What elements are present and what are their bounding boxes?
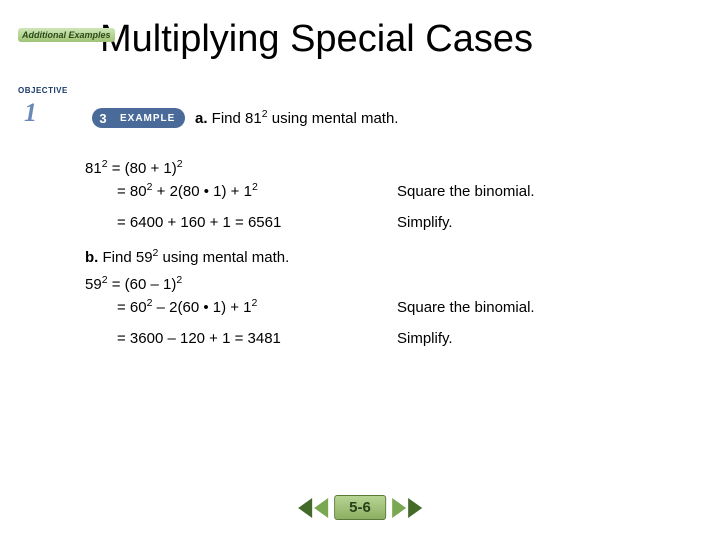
part-a-equation: 812 = (80 + 1)2 [85,160,680,177]
eq-rhs: = (80 + 1) [108,160,177,177]
part-a-step1: = 802 + 2(80 • 1) + 12 Square the binomi… [85,183,680,200]
part-b-step1-expr: = 602 – 2(60 • 1) + 12 [117,299,397,316]
example-pill: 3 EXAMPLE [92,108,185,128]
content-body: 812 = (80 + 1)2 = 802 + 2(80 • 1) + 12 S… [85,160,680,361]
part-b-equation: 592 = (60 – 1)2 [85,276,680,293]
eq-lhs-base: 81 [85,160,102,177]
part-b-step2-reason: Simplify. [397,330,680,347]
part-a-text-after: using mental math. [268,110,399,127]
part-a-prefix: a. [195,110,208,127]
sb1e2: 2 [252,297,258,309]
sb1a: = 60 [117,299,147,316]
eq-rhs-exp: 2 [177,158,183,170]
part-b-step2: = 3600 – 120 + 1 = 3481 Simplify. [85,330,680,347]
sb1b: – 2(60 • 1) + 1 [152,299,251,316]
part-a-step2-expr: = 6400 + 160 + 1 = 6561 [117,214,397,231]
part-b-text-before: Find 59 [98,249,152,266]
objective-block: OBJECTIVE 1 [18,80,68,128]
s1e2: 2 [252,181,258,193]
nav-next-icon[interactable] [392,498,406,518]
nav-prev-icon[interactable] [314,498,328,518]
part-b-prompt: b. Find 592 using mental math. [85,249,680,266]
eqb-lhs-base: 59 [85,276,102,293]
part-a-step2: = 6400 + 160 + 1 = 6561 Simplify. [85,214,680,231]
nav-page-label: 5-6 [334,495,386,520]
header-badges: Additional Examples [18,28,115,42]
nav-last-icon[interactable] [408,498,422,518]
part-b-step1-reason: Square the binomial. [397,299,680,316]
part-b-prefix: b. [85,249,98,266]
part-a-prompt: a. Find 812 using mental math. [195,110,398,127]
part-a-step2-reason: Simplify. [397,214,680,231]
part-b-step1: = 602 – 2(60 • 1) + 12 Square the binomi… [85,299,680,316]
example-label: EXAMPLE [114,108,185,128]
part-a-step1-expr: = 802 + 2(80 • 1) + 12 [117,183,397,200]
eqb-rhs-exp: 2 [176,274,182,286]
additional-examples-badge: Additional Examples [18,28,115,42]
part-b-text-after: using mental math. [158,249,289,266]
objective-label: OBJECTIVE [18,86,68,95]
part-a-step1-reason: Square the binomial. [397,183,680,200]
part-b-step2-expr: = 3600 – 120 + 1 = 3481 [117,330,397,347]
s1a: = 80 [117,183,147,200]
example-number: 3 [92,108,114,128]
objective-number: 1 [24,98,37,128]
eqb-rhs: = (60 – 1) [108,276,177,293]
s1b: + 2(80 • 1) + 1 [152,183,251,200]
nav-bar: 5-6 [298,495,422,520]
part-a-text-before: Find 81 [208,110,262,127]
nav-first-icon[interactable] [298,498,312,518]
page-title: Multiplying Special Cases [100,18,533,61]
